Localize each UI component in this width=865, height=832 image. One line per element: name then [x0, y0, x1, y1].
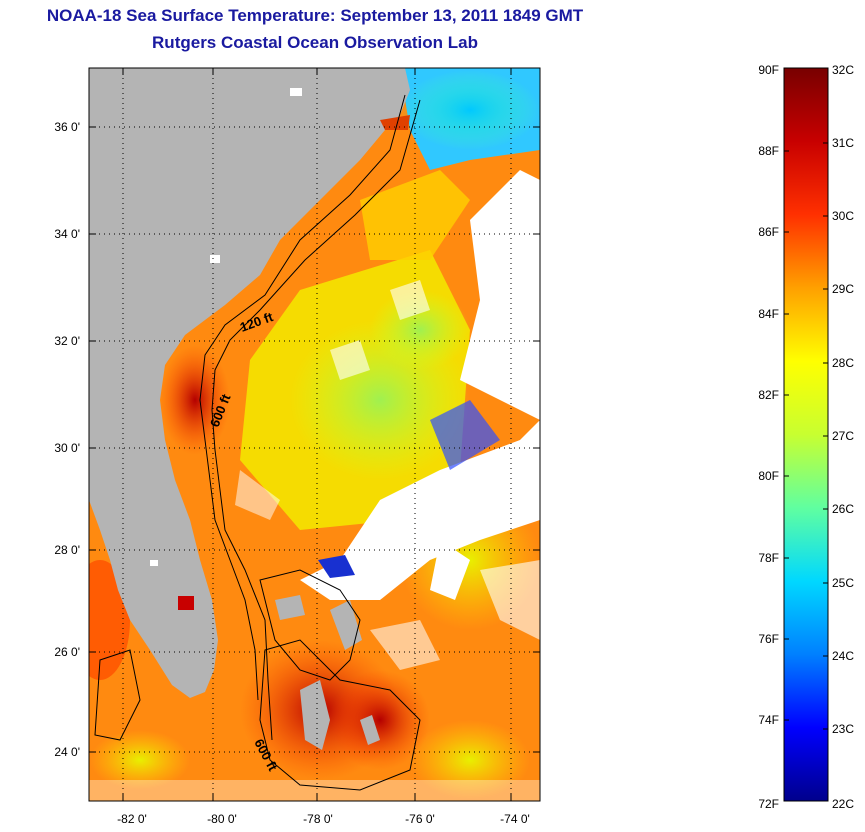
hot-spot-georgia: [160, 345, 230, 455]
lon-label: -74 0': [500, 812, 530, 826]
land-grand-bahama: [275, 595, 305, 620]
longitude-labels: -82 0' -80 0' -78 0' -76 0' -74 0': [117, 812, 530, 826]
map-title: NOAA-18 Sea Surface Temperature: Septemb…: [46, 6, 584, 25]
colorbar-c-label: 30C: [832, 209, 854, 223]
lat-label: 30 0': [54, 441, 80, 455]
lon-label: -82 0': [117, 812, 147, 826]
colorbar-f-label: 86F: [758, 225, 779, 239]
colorbar: [783, 67, 829, 802]
colorbar-c-label: 25C: [832, 576, 854, 590]
colorbar-c-label: 23C: [832, 722, 854, 736]
lon-label: -80 0': [207, 812, 237, 826]
contour-600ft: [211, 99, 421, 741]
colorbar-f-label: 84F: [758, 307, 779, 321]
map-frame: [88, 67, 541, 802]
colorbar-f-label: 88F: [758, 144, 779, 158]
colorbar-f-label: 76F: [758, 632, 779, 646]
colorbar-f-label: 80F: [758, 469, 779, 483]
sst-field: [89, 68, 540, 801]
colorbar-c-label: 26C: [832, 502, 854, 516]
land-abaco: [330, 600, 362, 650]
lat-label: 36 0': [54, 120, 80, 134]
map-subtitle: Rutgers Coastal Ocean Observation Lab: [152, 33, 478, 52]
lat-label: 26 0': [54, 645, 80, 659]
contour-120ft: [199, 94, 406, 701]
colorbar-f-label: 78F: [758, 551, 779, 565]
lat-label: 32 0': [54, 334, 80, 348]
colorbar-c-label: 24C: [832, 649, 854, 663]
colorbar-c-label: 28C: [832, 356, 854, 370]
lake-okeechobee: [178, 596, 194, 610]
colorbar-c-label: 32C: [832, 63, 854, 77]
colorbar-f-labels: 90F 88F 86F 84F 82F 80F 78F 76F 74F 72F: [758, 63, 779, 811]
frame-ticks: [89, 68, 540, 801]
colorbar-f-label: 72F: [758, 797, 779, 811]
colorbar-c-label: 31C: [832, 136, 854, 150]
colorbar-c-labels: 32C 31C 30C 29C 28C 27C 26C 25C 24C 23C …: [832, 63, 854, 811]
lat-label: 24 0': [54, 745, 80, 759]
colorbar-c-label: 22C: [832, 797, 854, 811]
colorbar-f-label: 74F: [758, 713, 779, 727]
land-andros: [300, 680, 330, 750]
cloud-cover-east: [300, 420, 540, 600]
land-mainland: [89, 68, 410, 698]
lat-label: 28 0': [54, 543, 80, 557]
lon-label: -78 0': [303, 812, 333, 826]
colorbar-c-label: 29C: [832, 282, 854, 296]
colorbar-c-label: 27C: [832, 429, 854, 443]
colorbar-ticks: [784, 142, 828, 730]
latitude-labels: 36 0' 34 0' 32 0' 30 0' 28 0' 26 0' 24 0…: [54, 120, 80, 759]
lat-label: 34 0': [54, 227, 80, 241]
colorbar-f-label: 90F: [758, 63, 779, 77]
lon-label: -76 0': [405, 812, 435, 826]
graticule: [89, 68, 540, 801]
colorbar-f-label: 82F: [758, 388, 779, 402]
